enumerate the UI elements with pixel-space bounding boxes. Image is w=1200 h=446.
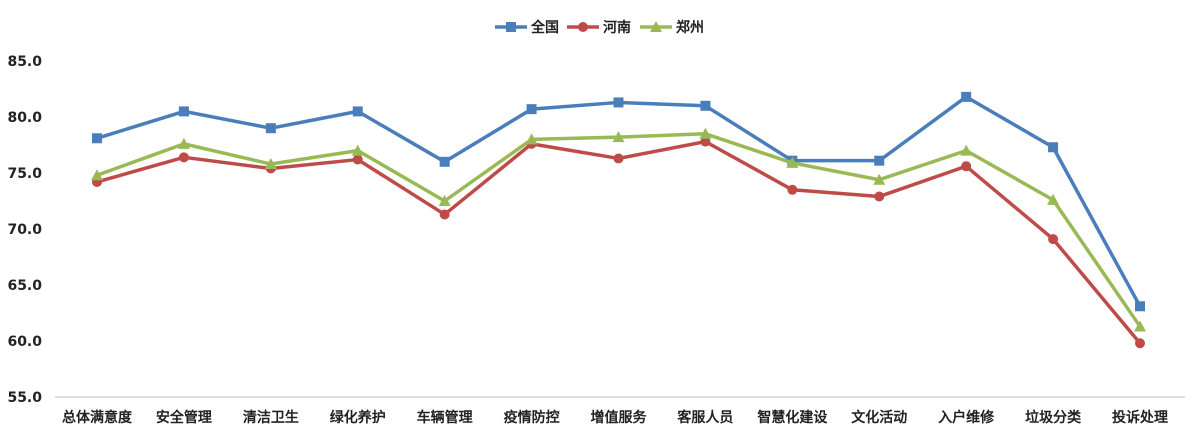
legend-label: 郑州	[676, 19, 704, 36]
data-point	[525, 133, 538, 145]
data-point	[1135, 301, 1145, 312]
data-point	[1048, 234, 1059, 245]
legend-marker	[578, 22, 588, 32]
x-tick-label: 垃圾分类	[1025, 409, 1082, 426]
legend-label: 全国	[530, 19, 559, 36]
x-tick-label: 疫情防控	[504, 409, 560, 426]
series-line	[96, 139, 1142, 345]
legend-item: 全国	[495, 19, 559, 36]
series-2	[91, 127, 1146, 332]
y-axis: 55.0 60.0 65.0 70.0 75.0 80.0 85.0	[7, 54, 42, 406]
y-tick-label: 70.0	[7, 222, 42, 238]
y-tick-label: 85.0	[7, 54, 42, 70]
data-point	[351, 144, 364, 156]
data-point	[178, 106, 189, 117]
legend: 全国 河南 郑州	[495, 19, 704, 36]
x-tick-label: 智慧化建设	[756, 409, 828, 426]
x-tick-label: 绿化养护	[330, 409, 386, 426]
x-tick-label: 清洁卫生	[243, 409, 299, 426]
x-tick-label: 总体满意度	[62, 409, 133, 426]
series-line	[96, 95, 1142, 308]
legend-marker	[506, 22, 516, 32]
data-point	[439, 209, 450, 220]
legend-item: 河南	[567, 19, 631, 36]
legend-item: 郑州	[640, 19, 704, 36]
x-tick-label: 投诉处理	[1112, 409, 1168, 426]
legend-marker	[650, 21, 662, 32]
data-point	[264, 158, 277, 170]
data-point	[700, 136, 711, 147]
data-point	[613, 97, 624, 108]
data-point	[873, 173, 886, 185]
x-tick-label: 增值服务	[591, 409, 648, 426]
data-point	[961, 161, 972, 172]
series-0	[92, 91, 1145, 312]
data-point	[352, 154, 363, 165]
data-point	[613, 153, 624, 164]
data-point	[438, 195, 451, 206]
data-point	[700, 100, 711, 111]
data-point	[265, 123, 276, 134]
data-point	[177, 137, 190, 149]
data-point	[526, 104, 537, 115]
data-point	[352, 106, 363, 117]
data-point	[874, 191, 885, 202]
x-tick-label: 安全管理	[156, 409, 212, 426]
x-tick-label: 入户维修	[938, 409, 995, 426]
x-tick-label: 车辆管理	[417, 409, 473, 426]
data-point	[92, 133, 102, 144]
y-tick-label: 80.0	[7, 110, 42, 126]
data-point	[612, 131, 625, 143]
x-axis: 总体满意度 安全管理 清洁卫生 绿化养护 车辆管理 疫情防控 增值服务 客服人员 智慧化建设 文化…	[55, 396, 1185, 426]
data-point	[787, 184, 798, 195]
y-tick-label: 65.0	[7, 278, 42, 294]
data-point	[786, 156, 799, 168]
data-point	[874, 155, 885, 166]
data-point	[961, 91, 972, 102]
y-tick-label: 55.0	[7, 390, 42, 406]
data-point	[1047, 193, 1060, 205]
plot-area	[91, 91, 1146, 349]
data-point	[699, 127, 712, 139]
legend-label: 河南	[603, 19, 631, 36]
data-point	[1048, 142, 1059, 153]
data-point	[960, 144, 973, 156]
series-1	[92, 136, 1145, 349]
y-tick-label: 75.0	[7, 166, 42, 182]
x-tick-label: 客服人员	[676, 409, 733, 426]
y-tick-label: 60.0	[7, 334, 42, 350]
data-point	[1135, 338, 1145, 349]
data-point	[91, 169, 103, 181]
x-tick-label: 文化活动	[851, 409, 907, 426]
data-point	[178, 152, 189, 163]
data-point	[1134, 320, 1146, 332]
data-point	[439, 156, 450, 167]
